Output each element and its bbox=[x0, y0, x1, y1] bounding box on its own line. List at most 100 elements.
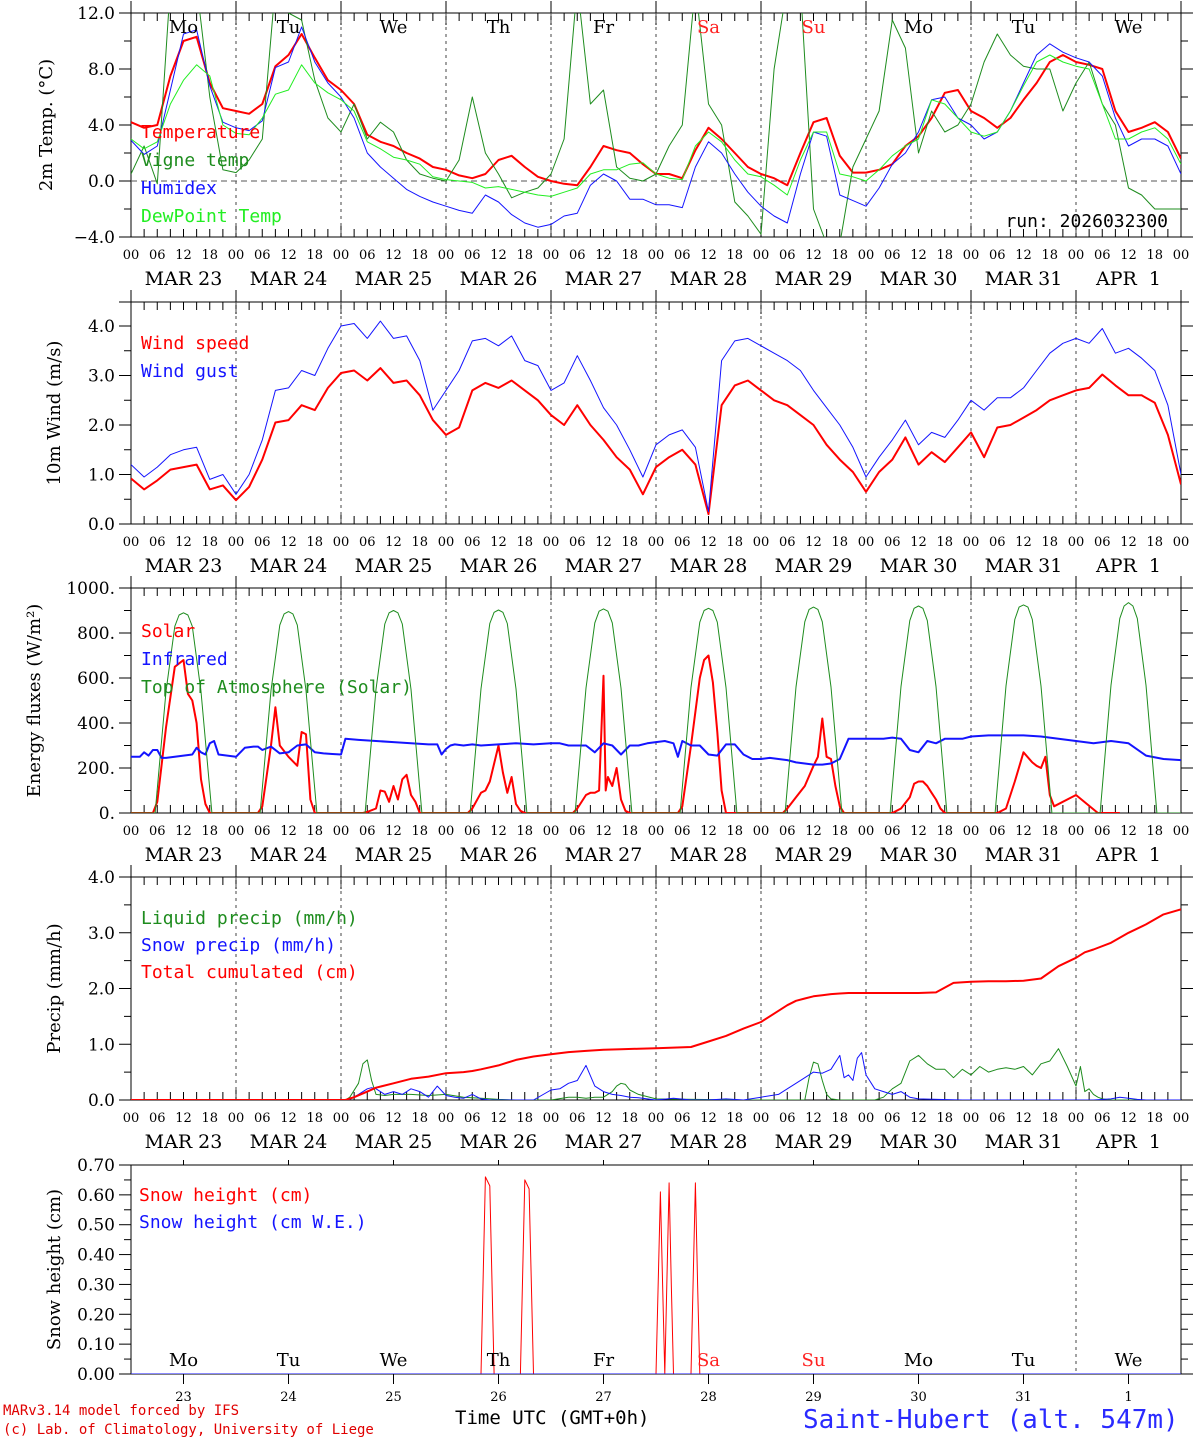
x-date-label: MAR 23 bbox=[145, 268, 223, 290]
y-tick-label: 0.00 bbox=[77, 1365, 115, 1385]
x-hour-label: 06 bbox=[569, 1111, 586, 1126]
x-hour-label: 12 bbox=[910, 535, 927, 550]
x-hour-label: 06 bbox=[884, 1111, 901, 1126]
x-hour-label: 06 bbox=[149, 824, 166, 839]
day-of-week-label: Mo bbox=[169, 17, 198, 38]
x-hour-label: 00 bbox=[1173, 248, 1190, 263]
x-date-label: MAR 25 bbox=[355, 1131, 433, 1153]
x-hour-label: 00 bbox=[963, 248, 980, 263]
x-hour-label: 06 bbox=[464, 1111, 481, 1126]
x-hour-label: 06 bbox=[359, 248, 376, 263]
panel-precip: 4.0 3.0 2.0 1.0 0.0 Precip (mm/h) Liquid preci… bbox=[44, 865, 1193, 1153]
x-hour-label: 06 bbox=[674, 248, 691, 263]
x-hour-label: 18 bbox=[1146, 248, 1163, 263]
y-tick-label: 0.70 bbox=[77, 1156, 115, 1176]
x-hour-label: 00 bbox=[438, 824, 455, 839]
x-hour-label: 18 bbox=[936, 535, 953, 550]
y-tick-label: 4.0 bbox=[88, 317, 115, 337]
x-hour-label: 12 bbox=[1015, 1111, 1032, 1126]
x-hour-label: 00 bbox=[1173, 824, 1190, 839]
x-date-label: MAR 31 bbox=[985, 1131, 1063, 1153]
series-group bbox=[131, 13, 1181, 237]
x-hour-label: 00 bbox=[648, 1111, 665, 1126]
y-tick-label: 2.0 bbox=[88, 980, 115, 1000]
x-day-number: 1 bbox=[1124, 1390, 1132, 1405]
x-hour-label: 00 bbox=[1068, 248, 1085, 263]
day-of-week-label: Fr bbox=[593, 17, 614, 38]
x-date-label: MAR 30 bbox=[880, 555, 958, 577]
y-tick-label: 1.0 bbox=[88, 466, 115, 486]
x-date-label: MAR 30 bbox=[880, 1131, 958, 1153]
x-hour-label: 00 bbox=[333, 1111, 350, 1126]
x-hour-label: 00 bbox=[963, 535, 980, 550]
x-hour-label: 12 bbox=[595, 1111, 612, 1126]
x-date-label: MAR 30 bbox=[880, 844, 958, 866]
x-hour-label: 18 bbox=[516, 535, 533, 550]
day-of-week-label: Tu bbox=[1012, 17, 1036, 38]
x-hour-label: 12 bbox=[700, 824, 717, 839]
x-hour-label: 00 bbox=[1068, 1111, 1085, 1126]
x-hour-label: 06 bbox=[464, 824, 481, 839]
series-group bbox=[131, 908, 1181, 1100]
x-hour-label: 18 bbox=[726, 535, 743, 550]
x-hour-label: 12 bbox=[1120, 535, 1137, 550]
x-hour-label: 12 bbox=[595, 248, 612, 263]
x-hour-label: 12 bbox=[700, 248, 717, 263]
x-date-label: MAR 29 bbox=[775, 268, 853, 290]
series-line-liquid-precip-mm-h bbox=[131, 1048, 1181, 1100]
y-tick-label: 0.30 bbox=[77, 1275, 115, 1295]
x-hour-label: 00 bbox=[228, 535, 245, 550]
x-hour-label: 18 bbox=[726, 248, 743, 263]
x-hour-label: 12 bbox=[595, 535, 612, 550]
x-hour-label: 12 bbox=[1015, 824, 1032, 839]
x-date-label: MAR 29 bbox=[775, 555, 853, 577]
x-hour-label: 18 bbox=[516, 248, 533, 263]
y-tick-label: 1000. bbox=[66, 579, 115, 599]
y-tick-label: 8.0 bbox=[88, 60, 115, 80]
day-of-week-label: Th bbox=[487, 17, 511, 38]
panel-energy: 1000. 800. 600. 400. 200. 0. Energy fluxes (W/… bbox=[24, 576, 1193, 866]
series-group bbox=[131, 1176, 1181, 1374]
x-hour-label: 12 bbox=[280, 248, 297, 263]
y-tick-label: 0.20 bbox=[77, 1305, 115, 1325]
x-hour-label: 18 bbox=[831, 824, 848, 839]
x-day-number: 30 bbox=[910, 1390, 927, 1405]
day-of-week-label: We bbox=[1115, 1350, 1143, 1371]
x-hour-label: 18 bbox=[1146, 824, 1163, 839]
x-hour-label: 12 bbox=[1015, 535, 1032, 550]
x-hour-label: 12 bbox=[385, 1111, 402, 1126]
x-hour-label: 06 bbox=[1094, 824, 1111, 839]
x-hour-label: 06 bbox=[989, 824, 1006, 839]
x-hour-label: 18 bbox=[1041, 248, 1058, 263]
series-line-solar bbox=[131, 654, 1120, 813]
y-tick-label: 0. bbox=[99, 804, 115, 824]
legend-entry: Snow height (cm) bbox=[139, 1185, 312, 1206]
day-of-week-label: Tu bbox=[277, 1350, 301, 1371]
x-hour-label: 12 bbox=[700, 535, 717, 550]
x-hour-label: 06 bbox=[359, 824, 376, 839]
x-hour-label: 18 bbox=[621, 248, 638, 263]
x-hour-label: 00 bbox=[753, 1111, 770, 1126]
day-of-week-label: Fr bbox=[593, 1350, 614, 1371]
series-group bbox=[131, 602, 1181, 813]
x-hour-label: 00 bbox=[333, 535, 350, 550]
x-hour-label: 00 bbox=[648, 535, 665, 550]
series-line-snow-precip-mm-h bbox=[131, 1052, 1181, 1100]
x-hour-label: 06 bbox=[1094, 248, 1111, 263]
x-date-label: MAR 26 bbox=[460, 268, 538, 290]
x-hour-label: 06 bbox=[674, 535, 691, 550]
x-hour-label: 00 bbox=[333, 824, 350, 839]
x-hour-label: 00 bbox=[858, 1111, 875, 1126]
x-hour-label: 12 bbox=[280, 824, 297, 839]
day-of-week-label: Su bbox=[802, 1350, 826, 1371]
x-hour-label: 00 bbox=[123, 248, 140, 263]
x-date-label: MAR 23 bbox=[145, 1131, 223, 1153]
x-date-label: MAR 24 bbox=[250, 268, 328, 290]
x-hour-label: 12 bbox=[1120, 248, 1137, 263]
x-axis-title: Time UTC (GMT+0h) bbox=[455, 1407, 649, 1429]
x-hour-label: 06 bbox=[779, 248, 796, 263]
x-hour-label: 12 bbox=[385, 535, 402, 550]
x-date-label: MAR 28 bbox=[670, 1131, 748, 1153]
x-date-label: MAR 24 bbox=[250, 555, 328, 577]
x-hour-label: 18 bbox=[411, 248, 428, 263]
